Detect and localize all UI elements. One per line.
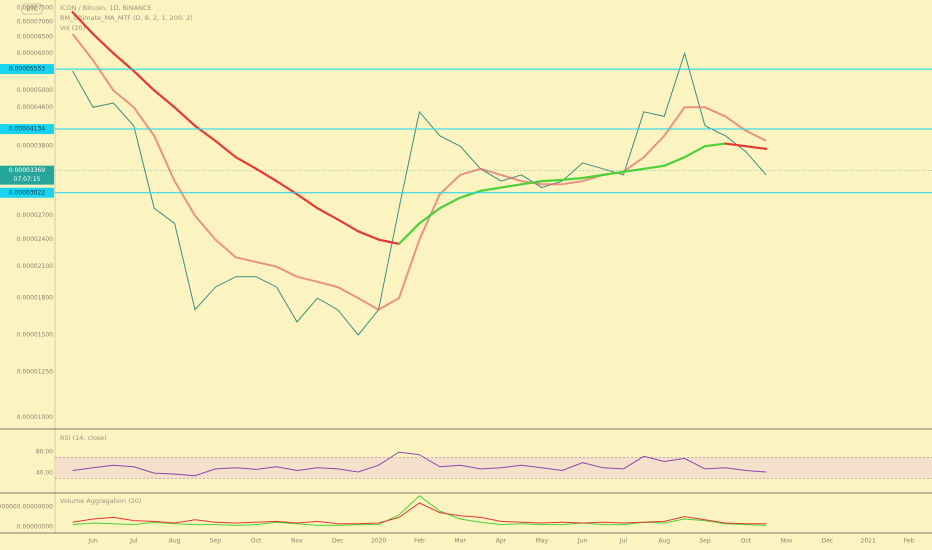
x-tick-label: Jun [577,538,588,545]
x-tick-label: Feb [904,538,915,545]
x-tick-label: 2020 [371,538,386,545]
moving-average-segment [561,176,584,181]
y-tick-label: 0.00002400 [17,236,53,243]
y-tick-label: 0.00004600 [17,104,53,111]
level-label: 0.00004134 [9,126,45,133]
moving-average-segment [275,180,299,196]
moving-average-segment [540,178,564,183]
x-tick-label: Nov [781,538,793,545]
level-label: 0.00005553 [9,66,45,73]
y-tick-label: 0.00007000 [17,18,53,25]
y-tick-label: 0.00000000 [17,524,53,531]
y-tick-label: 0.00007500 [17,4,53,11]
y-tick-label: 0.00002700 [17,212,53,219]
moving-average-segment [724,142,747,148]
moving-average-segment [744,145,768,150]
y-tick-label: 40.00 [36,470,53,477]
last-price-label: 0.00003369 [9,167,45,174]
moving-average-segment [418,207,441,225]
moving-average-segment [520,180,543,186]
series-line [72,51,767,336]
moving-average-segment [234,156,258,170]
moving-average-segment [336,218,360,233]
x-tick-label: Mar [455,538,467,545]
moving-average-segment [499,183,523,189]
moving-average-segment [91,32,115,55]
countdown: 07:07:15 [14,176,41,183]
x-tick-label: Jun [87,538,98,545]
y-tick-label: 0.00002100 [17,263,53,270]
y-tick-label: 0.00001000 [17,414,53,421]
level-label-box [0,124,54,135]
moving-average-segment [397,222,421,245]
badge: BTC [26,6,38,13]
y-tick-label: 0.00005000 [17,87,53,94]
moving-average-segment [663,156,686,167]
y-tick-label: 80.00 [36,449,53,456]
moving-average-segment [703,142,727,148]
x-tick-label: Sep [699,538,711,545]
x-tick-label: Aug [658,538,670,545]
moving-average-segment [132,69,156,92]
x-tick-label: Apr [496,538,507,545]
level-label-box [0,64,54,75]
moving-average-segment [173,106,197,127]
y-tick-label: 0.00001800 [17,295,53,302]
moving-average-segment [438,196,462,210]
series-line [71,33,767,311]
y-tick-label: 0.00006000 [17,50,53,57]
y-tick-label: 0.00006500 [17,34,53,41]
indicator-label: RM_Ultimate_MA_MTF (D, 8, 2, 1, 200, 2) [60,14,193,22]
badge-box [21,3,43,15]
y-tick-label: 0.00003800 [17,143,53,150]
x-tick-label: May [536,538,549,545]
last-price-box [0,165,54,185]
moving-average-segment [642,164,666,170]
x-tick-label: 2021 [861,538,876,545]
y-tick-label: 250000000.00000000 [0,504,53,511]
rsi-title: RSI (14, close) [60,434,107,442]
chart-title: ICON / Bitcoin, 1D, BINANCE [60,4,152,12]
level-label: 0.00003022 [9,189,45,196]
x-tick-label: Dec [822,538,834,545]
x-tick-label: Oct [251,538,262,545]
x-tick-label: Dec [332,538,344,545]
y-tick-label: 0.00001500 [17,332,53,339]
series-line [72,502,767,525]
moving-average-segment [357,230,380,241]
x-tick-label: Jul [129,538,138,545]
x-tick-label: Nov [291,538,303,545]
y-tick-label: 0.00001250 [17,369,53,376]
moving-average-segment [581,173,605,180]
moving-average-segment [214,139,237,159]
series-line [72,451,767,477]
moving-average-segment [622,167,645,173]
x-tick-label: Aug [169,538,181,545]
series-line [72,495,767,526]
moving-average-segment [295,193,319,210]
moving-average-segment [479,186,503,192]
moving-average-segment [71,10,95,36]
x-tick-label: Oct [741,538,752,545]
moving-average-segment [193,124,217,143]
moving-average-segment [683,145,707,159]
level-label-box [0,187,54,198]
moving-average-segment [601,170,625,176]
moving-average-segment [316,207,339,221]
volume-label: Vol (20) [60,24,85,32]
moving-average-segment [459,189,482,199]
x-tick-label: Jul [619,538,628,545]
moving-average-segment [377,238,401,245]
moving-average-segment [112,52,135,73]
x-tick-label: Feb [414,538,425,545]
volume-aggregation-title: Volume Aggregation (20) [60,497,141,505]
x-tick-label: Sep [210,538,222,545]
moving-average-segment [153,89,176,109]
